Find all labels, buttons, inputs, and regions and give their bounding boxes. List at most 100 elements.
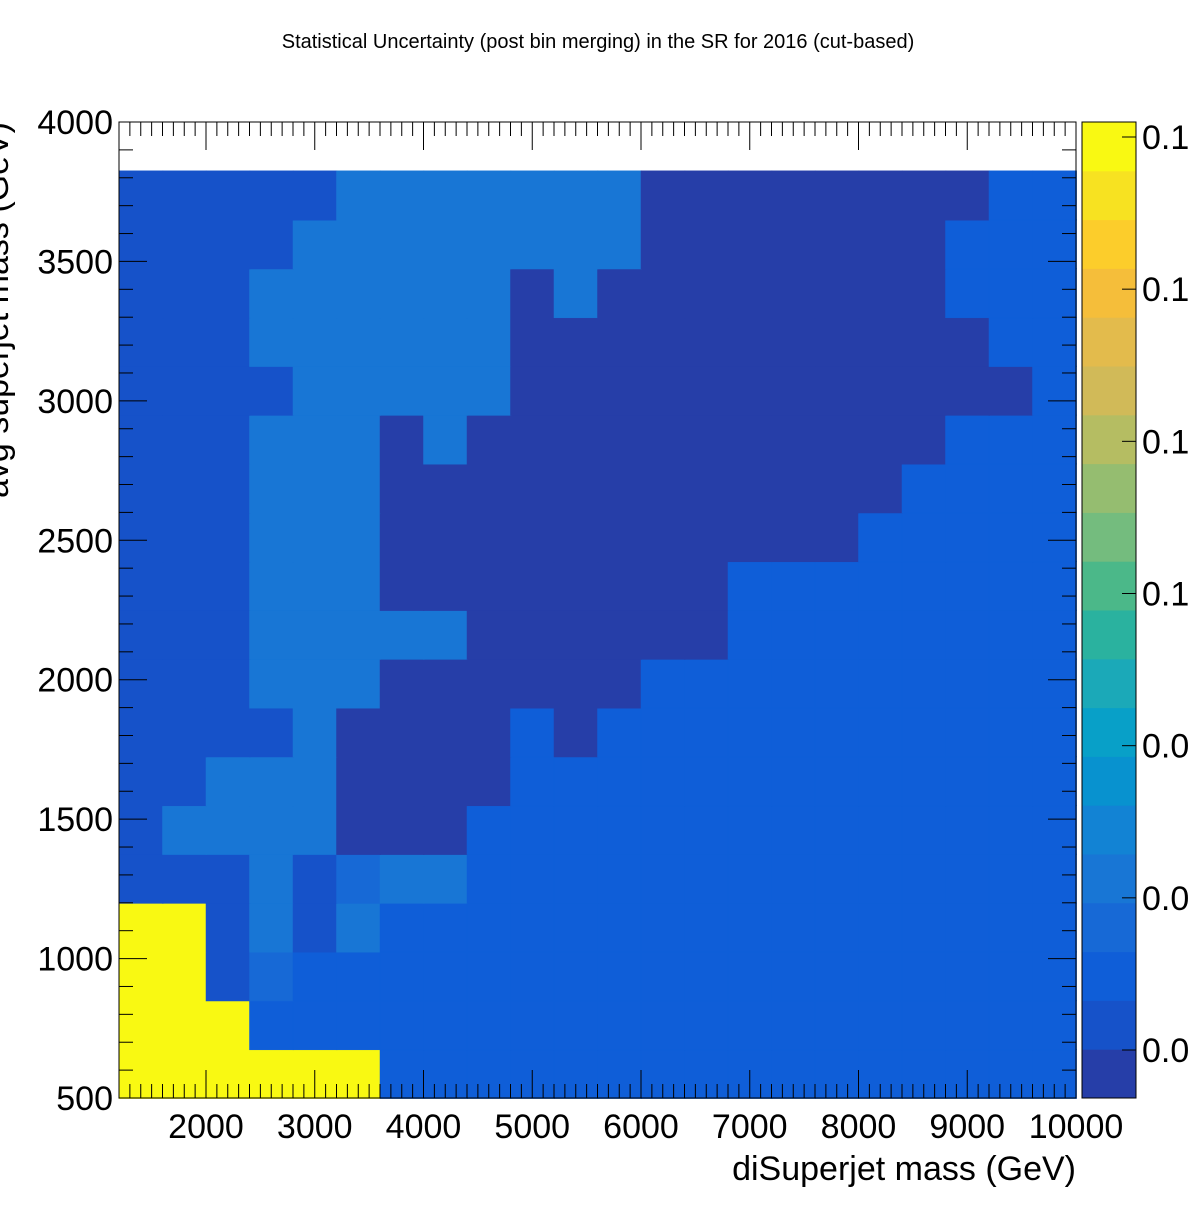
colorbar-segment xyxy=(1082,707,1136,757)
heatmap-cell xyxy=(466,560,512,611)
heatmap-cell xyxy=(945,1000,990,1051)
heatmap-cell xyxy=(423,804,468,855)
heatmap-cell xyxy=(118,902,164,953)
heatmap-cell xyxy=(336,219,381,270)
heatmap-cell xyxy=(640,316,686,367)
heatmap-cell xyxy=(945,707,990,758)
heatmap-cell xyxy=(771,560,816,611)
heatmap-cell xyxy=(423,560,468,611)
heatmap-cell xyxy=(771,316,816,367)
heatmap-cell xyxy=(379,170,425,221)
heatmap-cell xyxy=(162,463,207,514)
heatmap-cell xyxy=(423,951,468,1002)
heatmap-cell xyxy=(771,658,816,709)
heatmap-cell xyxy=(597,756,642,807)
heatmap-cell xyxy=(205,316,251,367)
heatmap-cell xyxy=(640,853,686,904)
heatmap-cell xyxy=(336,414,381,465)
heatmap-cell xyxy=(945,560,990,611)
heatmap-cell xyxy=(771,756,816,807)
heatmap-cell xyxy=(727,414,773,465)
heatmap-cell xyxy=(379,658,425,709)
heatmap-cell xyxy=(640,463,686,514)
heatmap-cell xyxy=(640,414,686,465)
heatmap-cell xyxy=(466,609,512,660)
heatmap-cell xyxy=(292,316,338,367)
heatmap-cell xyxy=(336,560,381,611)
heatmap-cell xyxy=(466,170,512,221)
heatmap-cell xyxy=(162,609,207,660)
heatmap-cell xyxy=(988,170,1034,221)
heatmap-cell xyxy=(379,756,425,807)
heatmap-cell xyxy=(510,512,555,563)
heatmap-cell xyxy=(379,951,425,1002)
heatmap-cell xyxy=(379,414,425,465)
heatmap-cell xyxy=(597,414,642,465)
heatmap-cell xyxy=(771,707,816,758)
heatmap-cell xyxy=(292,414,338,465)
heatmap-cell xyxy=(771,463,816,514)
heatmap-cell xyxy=(988,219,1034,270)
colorbar-segment xyxy=(1082,951,1136,1001)
heatmap-cell xyxy=(640,707,686,758)
heatmap-cell xyxy=(1032,512,1077,563)
y-axis-ticks: 500 1000 1500 2000 2500 3000 3500 4000 xyxy=(37,104,1076,1118)
heatmap-cell xyxy=(205,463,251,514)
heatmap-cell xyxy=(162,219,207,270)
heatmap-cell xyxy=(423,1000,468,1051)
heatmap-cell xyxy=(162,414,207,465)
heatmap-cell xyxy=(727,951,773,1002)
heatmap-cell xyxy=(553,658,599,709)
colorbar-segment xyxy=(1082,414,1136,465)
heatmap-cell xyxy=(858,463,903,514)
heatmap-cell xyxy=(858,268,903,319)
heatmap-cell xyxy=(814,560,860,611)
colorbar-segment xyxy=(1082,268,1136,318)
heatmap-cell xyxy=(1032,1000,1077,1051)
heatmap-cell xyxy=(858,512,903,563)
heatmap-cell xyxy=(597,853,642,904)
x-axis-title: diSuperjet mass (GeV) xyxy=(732,1150,1076,1188)
heatmap-cell xyxy=(1032,316,1077,367)
heatmap-cells xyxy=(118,170,1077,1099)
heatmap-cell xyxy=(597,219,642,270)
colorbar-segment xyxy=(1082,122,1136,172)
heatmap-cell xyxy=(597,512,642,563)
heatmap-cell xyxy=(466,853,512,904)
heatmap-cell xyxy=(597,1000,642,1051)
heatmap-cell xyxy=(249,756,294,807)
heatmap-cell xyxy=(945,268,990,319)
heatmap-cell xyxy=(597,560,642,611)
heatmap-cell xyxy=(858,365,903,416)
heatmap-cell xyxy=(684,1000,729,1051)
heatmap-cell xyxy=(292,365,338,416)
heatmap-cell xyxy=(814,951,860,1002)
heatmap-cell xyxy=(945,951,990,1002)
colorbar-segment xyxy=(1082,317,1136,367)
heatmap-cell xyxy=(466,219,512,270)
heatmap-cell xyxy=(988,902,1034,953)
heatmap-cell xyxy=(553,268,599,319)
heatmap-cell xyxy=(597,316,642,367)
heatmap-cell xyxy=(553,609,599,660)
heatmap-cell xyxy=(379,560,425,611)
colorbar-segment xyxy=(1082,170,1136,221)
heatmap-cell xyxy=(292,756,338,807)
heatmap-cell xyxy=(771,512,816,563)
heatmap-cell xyxy=(858,804,903,855)
heatmap-cell xyxy=(379,1048,425,1099)
heatmap-cell xyxy=(945,804,990,855)
heatmap-cell xyxy=(858,707,903,758)
heatmap-cell xyxy=(597,365,642,416)
heatmap-cell xyxy=(205,951,251,1002)
heatmap-cell xyxy=(553,512,599,563)
heatmap-cell xyxy=(249,902,294,953)
heatmap-cell xyxy=(771,219,816,270)
x-tick-label: 5000 xyxy=(494,1108,570,1146)
heatmap-cell xyxy=(423,707,468,758)
colorbar: 0.1 0.1 0.1 0.1 0.0 0.0 0.0 xyxy=(1081,119,1189,1099)
heatmap-cell xyxy=(771,951,816,1002)
heatmap-cell xyxy=(162,756,207,807)
heatmap-cell xyxy=(684,658,729,709)
heatmap-cell xyxy=(553,707,599,758)
